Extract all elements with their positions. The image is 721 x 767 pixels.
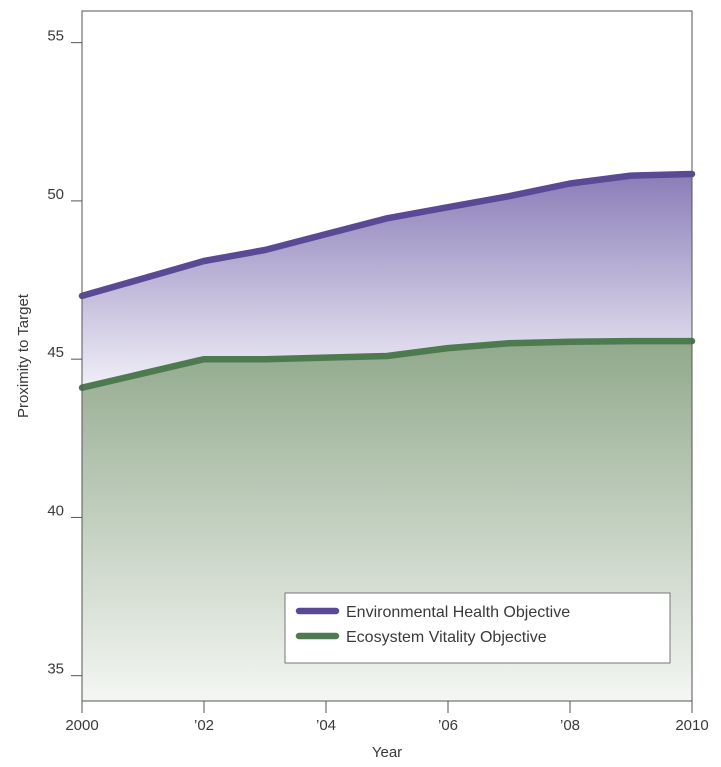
environmental-health-point-2005: [384, 215, 390, 221]
y-tick-label-35: 35: [47, 661, 64, 678]
x-axis: 2000 ’02 ’04 ’06 ’08 2010: [65, 701, 709, 734]
ecosystem-vitality-point-2008: [567, 339, 573, 345]
x-tick-label-2000: 2000: [65, 717, 98, 734]
plot-border: [81, 10, 693, 702]
ecosystem-vitality-point-2003: [262, 356, 268, 362]
y-tick-label-40: 40: [47, 502, 64, 519]
ecosystem-vitality-point-2007: [506, 340, 512, 346]
legend-label-ecosystem-vitality: Ecosystem Vitality Objective: [346, 629, 547, 646]
legend-box: [284, 592, 671, 664]
y-tick-label-45: 45: [47, 344, 64, 361]
environmental-health-point-2002: [201, 258, 207, 264]
ecosystem-vitality-point-2006: [445, 345, 451, 351]
environmental-health-point-2004: [323, 231, 329, 237]
legend-label-environmental-health: Environmental Health Objective: [346, 604, 570, 621]
ecosystem-vitality-point-2001: [140, 370, 146, 376]
x-tick-label-2004: ’04: [316, 717, 336, 734]
y-axis: 35 40 45 50 55: [47, 28, 82, 678]
environmental-health-point-2001: [140, 276, 146, 282]
environmental-health-point-2008: [567, 181, 573, 187]
environmental-health-point-2003: [262, 247, 268, 253]
environmental-health-line: [78, 170, 696, 300]
ecosystem-vitality-point-2009: [628, 338, 634, 344]
environmental-health-area: [82, 174, 692, 388]
x-tick-label-2008: ’08: [560, 717, 580, 734]
environmental-health-point-2007: [506, 193, 512, 199]
environmental-health-point-2006: [445, 204, 451, 210]
legend: Environmental Health Objective Ecosystem…: [284, 592, 671, 664]
y-axis-title: Proximity to Target: [15, 293, 32, 418]
ecosystem-vitality-point-2005: [384, 353, 390, 359]
x-axis-title: Year: [372, 744, 402, 761]
plot-area: [78, 10, 696, 702]
y-tick-label-50: 50: [47, 186, 64, 203]
x-tick-label-2002: ’02: [194, 717, 214, 734]
ecosystem-vitality-line: [78, 337, 696, 391]
environmental-health-point-2009: [628, 173, 634, 179]
y-tick-label-55: 55: [47, 28, 64, 45]
x-tick-label-2006: ’06: [438, 717, 458, 734]
ecosystem-vitality-point-2004: [323, 355, 329, 361]
x-tick-label-2010: 2010: [675, 717, 708, 734]
ecosystem-vitality-point-2002: [201, 356, 207, 362]
